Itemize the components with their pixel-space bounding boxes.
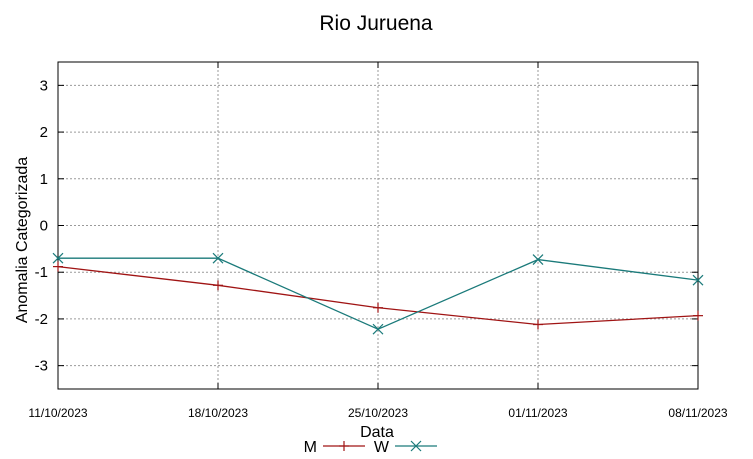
x-tick-label: 08/11/2023 — [668, 406, 727, 420]
x-tick-label: 25/10/2023 — [348, 406, 408, 420]
data-point-W — [52, 252, 64, 264]
legend-label-W: W — [374, 439, 390, 456]
data-point-M — [213, 280, 223, 291]
chart-title: Rio Juruena — [319, 12, 433, 35]
data-point-W — [532, 254, 544, 266]
y-tick-label: 1 — [40, 171, 48, 188]
series-group — [52, 252, 704, 335]
y-tick-label: -3 — [35, 358, 48, 375]
y-tick-label: -2 — [35, 311, 48, 328]
legend-marker-M — [339, 441, 349, 451]
legend-label-M: M — [304, 439, 317, 456]
data-point-M — [693, 310, 703, 321]
y-tick-label: 3 — [40, 77, 48, 94]
y-tick-label: -1 — [35, 264, 48, 281]
x-axis-label: Data — [360, 424, 394, 441]
x-tick-label: 18/10/2023 — [188, 406, 248, 420]
grid — [58, 62, 698, 389]
data-point-W — [212, 252, 224, 264]
legend-marker-W — [410, 440, 422, 452]
y-axis-label: Anomalia Categorizada — [14, 157, 31, 323]
y-tick-label: 0 — [40, 218, 48, 235]
x-tick-label: 01/11/2023 — [508, 406, 567, 420]
data-point-M — [373, 302, 383, 313]
data-point-W — [372, 323, 384, 335]
data-point-M — [53, 261, 63, 272]
x-axis: 11/10/2023 18/10/2023 25/10/2023 01/11/2023… — [28, 62, 728, 420]
data-point-M — [533, 319, 543, 330]
y-tick-label: 2 — [40, 124, 48, 141]
x-tick-label: 11/10/2023 — [28, 406, 87, 420]
data-point-W — [692, 274, 704, 286]
y-axis: 3 2 1 0 -1 -2 -3 — [35, 77, 698, 375]
